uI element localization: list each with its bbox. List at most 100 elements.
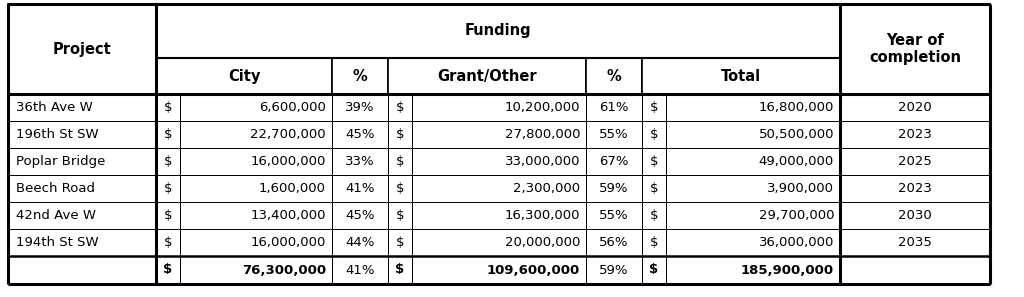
Bar xyxy=(586,202,642,229)
Text: 16,800,000: 16,800,000 xyxy=(759,101,834,114)
Bar xyxy=(156,148,180,175)
Bar xyxy=(388,148,412,175)
Bar xyxy=(156,256,180,284)
Text: $: $ xyxy=(649,263,658,277)
Text: %: % xyxy=(352,69,368,83)
Text: 67%: 67% xyxy=(599,155,629,168)
Bar xyxy=(586,256,642,284)
Bar xyxy=(412,94,586,121)
Bar xyxy=(666,121,840,148)
Text: 41%: 41% xyxy=(345,263,375,277)
Bar xyxy=(156,175,180,202)
Text: 61%: 61% xyxy=(599,101,629,114)
Text: 33,000,000: 33,000,000 xyxy=(505,155,580,168)
Text: 22,700,000: 22,700,000 xyxy=(251,128,326,141)
Text: 196th St SW: 196th St SW xyxy=(16,128,98,141)
Text: $: $ xyxy=(395,263,404,277)
Bar xyxy=(642,148,666,175)
Bar xyxy=(332,148,388,175)
Bar xyxy=(388,175,412,202)
Bar xyxy=(642,94,666,121)
Text: 2020: 2020 xyxy=(898,101,932,114)
Text: $: $ xyxy=(164,101,172,114)
Text: $: $ xyxy=(164,182,172,195)
Text: 2025: 2025 xyxy=(898,155,932,168)
Bar xyxy=(180,121,332,148)
Text: 59%: 59% xyxy=(599,182,629,195)
Bar xyxy=(388,94,412,121)
Text: 2023: 2023 xyxy=(898,128,932,141)
Text: 55%: 55% xyxy=(599,209,629,222)
Bar xyxy=(666,229,840,256)
Text: 10,200,000: 10,200,000 xyxy=(505,101,580,114)
Bar xyxy=(642,229,666,256)
Bar xyxy=(8,256,156,284)
Text: $: $ xyxy=(395,101,404,114)
Bar xyxy=(8,229,156,256)
Bar xyxy=(666,94,840,121)
Text: $: $ xyxy=(395,155,404,168)
Text: Beech Road: Beech Road xyxy=(16,182,95,195)
Bar xyxy=(156,4,840,58)
Bar xyxy=(666,256,840,284)
Bar xyxy=(332,256,388,284)
Bar xyxy=(586,58,642,94)
Bar xyxy=(180,202,332,229)
Bar xyxy=(180,256,332,284)
Bar xyxy=(388,121,412,148)
Bar xyxy=(840,94,990,121)
Text: $: $ xyxy=(164,263,173,277)
Text: 45%: 45% xyxy=(345,209,375,222)
Text: 33%: 33% xyxy=(345,155,375,168)
Text: 1,600,000: 1,600,000 xyxy=(259,182,326,195)
Text: $: $ xyxy=(164,209,172,222)
Bar xyxy=(586,94,642,121)
Bar xyxy=(8,4,156,94)
Bar xyxy=(388,229,412,256)
Text: $: $ xyxy=(395,209,404,222)
Text: 2035: 2035 xyxy=(898,236,932,249)
Text: Poplar Bridge: Poplar Bridge xyxy=(16,155,105,168)
Text: 109,600,000: 109,600,000 xyxy=(486,263,580,277)
Text: $: $ xyxy=(650,209,658,222)
Bar xyxy=(332,94,388,121)
Text: 44%: 44% xyxy=(345,236,375,249)
Bar xyxy=(412,256,586,284)
Text: $: $ xyxy=(164,128,172,141)
Text: $: $ xyxy=(164,236,172,249)
Text: $: $ xyxy=(395,236,404,249)
Bar xyxy=(840,121,990,148)
Bar xyxy=(642,58,840,94)
Text: Year of
completion: Year of completion xyxy=(869,33,961,65)
Bar xyxy=(388,256,412,284)
Bar xyxy=(586,229,642,256)
Bar xyxy=(840,202,990,229)
Text: 27,800,000: 27,800,000 xyxy=(505,128,580,141)
Bar xyxy=(332,121,388,148)
Text: 36,000,000: 36,000,000 xyxy=(759,236,834,249)
Text: $: $ xyxy=(395,128,404,141)
Text: 185,900,000: 185,900,000 xyxy=(741,263,834,277)
Text: 16,000,000: 16,000,000 xyxy=(251,236,326,249)
Bar xyxy=(156,229,180,256)
Text: Total: Total xyxy=(721,69,761,83)
Bar xyxy=(840,256,990,284)
Bar xyxy=(412,202,586,229)
Bar xyxy=(666,202,840,229)
Text: 2023: 2023 xyxy=(898,182,932,195)
Bar xyxy=(840,229,990,256)
Text: $: $ xyxy=(650,155,658,168)
Text: 59%: 59% xyxy=(599,263,629,277)
Bar xyxy=(666,175,840,202)
Text: Project: Project xyxy=(52,42,112,56)
Bar xyxy=(412,148,586,175)
Text: 16,300,000: 16,300,000 xyxy=(505,209,580,222)
Bar xyxy=(412,121,586,148)
Bar xyxy=(8,148,156,175)
Bar xyxy=(8,175,156,202)
Bar xyxy=(156,121,180,148)
Text: 36th Ave W: 36th Ave W xyxy=(16,101,93,114)
Bar xyxy=(388,202,412,229)
Bar xyxy=(642,256,666,284)
Text: 194th St SW: 194th St SW xyxy=(16,236,98,249)
